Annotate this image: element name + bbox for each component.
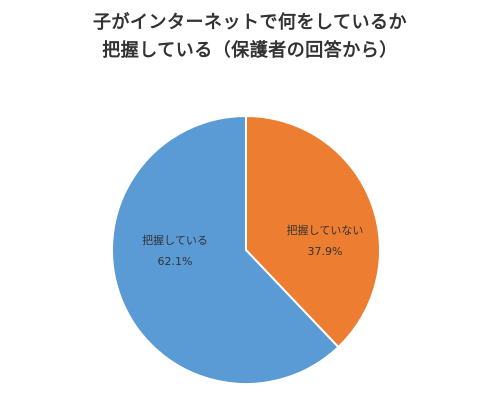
labels-group: 把握していない 37.9% 把握している 62.1%: [142, 223, 363, 268]
slices-group: [111, 114, 381, 385]
pie-slice-not-grasped: [245, 114, 381, 349]
slice-label-grasped: 把握している: [142, 233, 208, 247]
slice-value-grasped: 62.1%: [158, 255, 193, 268]
pie-slice-grasped: [111, 114, 340, 385]
chart-title-line-2: 把握している（保護者の回答から）: [102, 40, 398, 61]
slice-value-not-grasped: 37.9%: [308, 245, 343, 258]
slice-label-not-grasped: 把握していない: [287, 223, 364, 237]
chart-title-line-1: 子がインターネットで何をしているか: [93, 12, 407, 33]
